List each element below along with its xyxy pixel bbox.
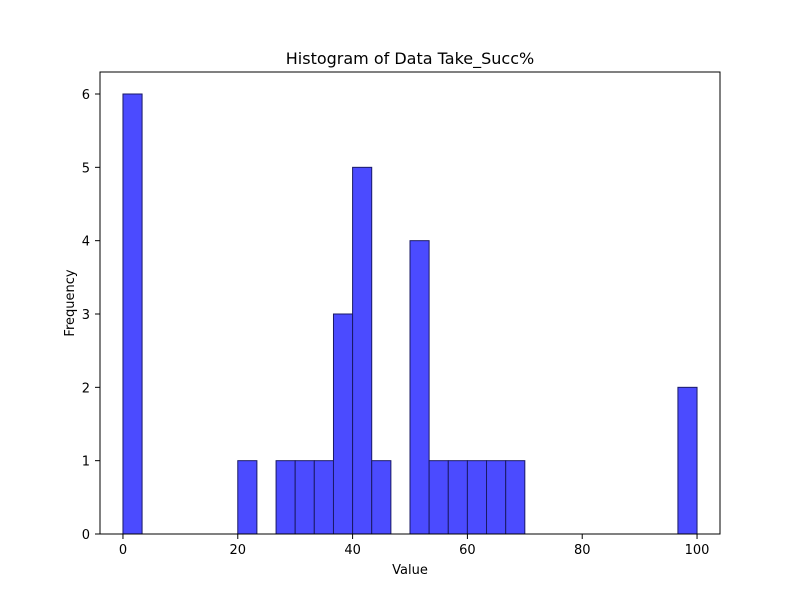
histogram-bar	[332, 313, 354, 535]
histogram-bar	[371, 460, 392, 535]
chart-title: Histogram of Data Take_Succ%	[286, 49, 534, 69]
histogram-bar	[122, 93, 143, 535]
x-axis-label: Value	[392, 563, 428, 578]
x-tick-label: 80	[574, 543, 591, 558]
histogram-bar	[505, 460, 526, 535]
histogram-bar	[677, 386, 698, 535]
y-tick-label: 2	[82, 381, 90, 396]
x-tick-label: 0	[119, 543, 127, 558]
histogram-bar	[409, 240, 430, 535]
histogram-bar	[352, 166, 373, 535]
x-tick-label: 100	[685, 543, 710, 558]
histogram-bar	[294, 460, 315, 535]
histogram-bar	[275, 460, 296, 535]
histogram-bar	[313, 460, 334, 535]
histogram-bar	[237, 460, 258, 535]
x-axis-ticks: 0 20 40 60 80 100	[119, 534, 710, 558]
y-tick-label: 1	[82, 455, 90, 470]
histogram-bar	[447, 460, 468, 535]
x-tick-label: 40	[344, 543, 361, 558]
y-tick-label: 3	[82, 308, 90, 323]
y-tick-label: 6	[82, 88, 90, 103]
y-tick-label: 5	[82, 161, 90, 176]
y-tick-label: 4	[82, 235, 90, 250]
y-axis-ticks: 0 1 2 3 4 5 6	[82, 88, 100, 543]
x-tick-label: 60	[459, 543, 476, 558]
plot-frame	[99, 71, 721, 535]
x-tick-label: 20	[230, 543, 247, 558]
y-tick-label: 0	[82, 528, 90, 543]
histogram-bar	[428, 460, 449, 535]
histogram-bar	[466, 460, 488, 535]
histogram-bar	[486, 460, 507, 535]
y-axis-label: Frequency	[63, 269, 78, 336]
bars-group	[122, 93, 698, 535]
